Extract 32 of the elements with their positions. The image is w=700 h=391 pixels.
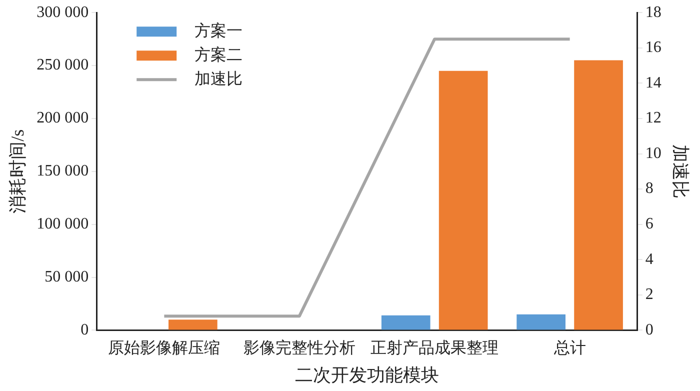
y2-tick-label: 18	[645, 4, 662, 21]
y2-tick-label: 8	[645, 180, 654, 198]
legend-label: 加速比	[194, 70, 243, 88]
bar	[574, 60, 623, 330]
x-tick-label: 影像完整性分析	[243, 339, 356, 358]
y2-tick-label: 16	[645, 39, 662, 56]
y-tick-label: 150 000	[36, 162, 89, 180]
x-tick-label: 原始影像解压缩	[108, 339, 220, 358]
y-tick-label: 50 000	[44, 268, 89, 286]
y-tick-label: 100 000	[36, 216, 89, 233]
y2-tick-label: 12	[645, 110, 662, 127]
y2-tick-label: 10	[645, 144, 662, 162]
x-tick-label: 总计	[552, 339, 586, 358]
x-tick-label: 正射产品成果整理	[370, 339, 499, 358]
y-tick-label: 0	[80, 321, 89, 338]
legend-label: 方案一	[194, 22, 243, 40]
y2-tick-label: 4	[645, 250, 654, 268]
y-tick-label: 300 000	[36, 4, 89, 21]
y2-tick-label: 14	[645, 74, 662, 92]
bar	[168, 320, 218, 330]
y2-tick-label: 2	[645, 286, 654, 304]
bar	[381, 315, 430, 330]
bar	[438, 70, 488, 330]
y2-tick-label: 6	[645, 216, 654, 233]
y2-tick-label: 0	[645, 321, 654, 338]
legend-label: 方案二	[194, 46, 243, 64]
y-axis-title: 消耗时间/s	[8, 129, 28, 214]
y2-axis-title: 加速比	[670, 144, 690, 198]
y-tick-label: 200 000	[36, 110, 89, 127]
x-axis-title: 二次开发功能模块	[295, 364, 439, 385]
bar	[516, 314, 566, 330]
y-tick-label: 250 000	[36, 56, 89, 74]
